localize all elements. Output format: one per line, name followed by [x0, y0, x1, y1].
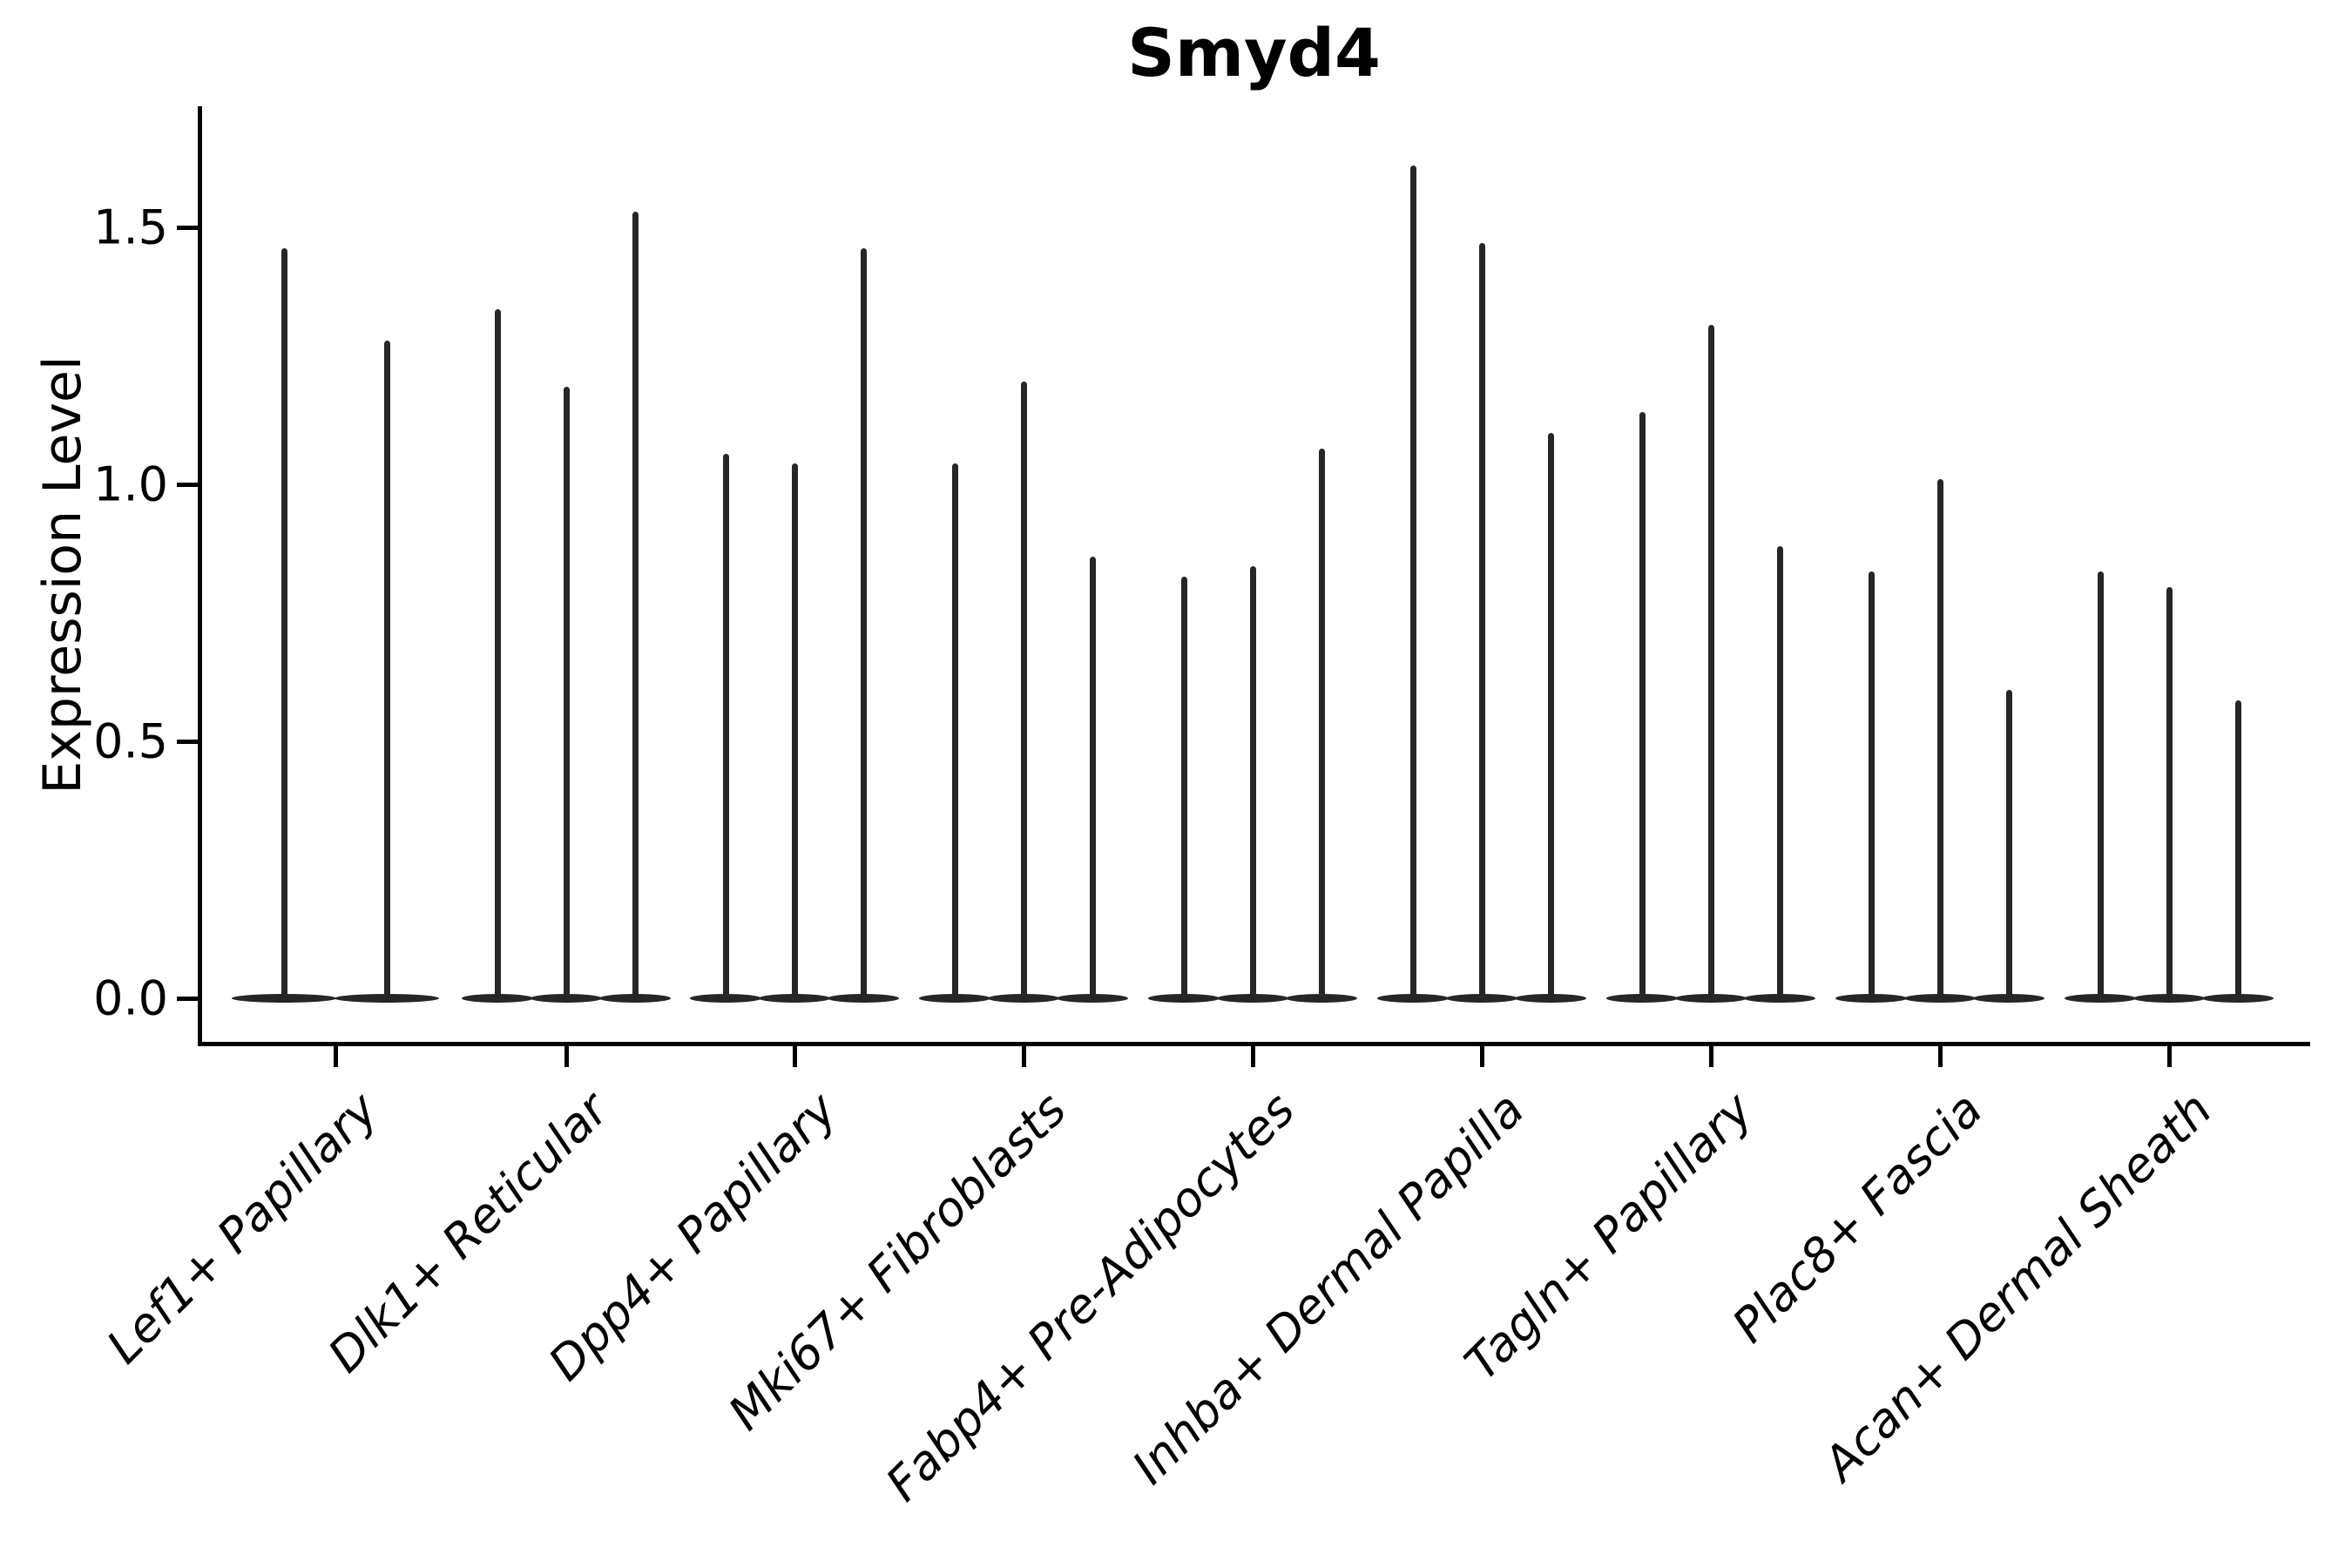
- violin-base: [1515, 994, 1586, 1003]
- violin-base: [1377, 994, 1449, 1003]
- violin-spike: [951, 463, 958, 998]
- violin-base: [1606, 994, 1678, 1003]
- violin-base: [599, 994, 671, 1003]
- violin-spike: [563, 386, 570, 998]
- violin-base: [531, 994, 602, 1003]
- violin-base: [828, 994, 899, 1003]
- violin-spike: [2234, 700, 2241, 998]
- y-tick: [177, 483, 198, 487]
- violin-base: [919, 994, 990, 1003]
- violin-spike: [1639, 412, 1646, 998]
- violin-spike: [1089, 556, 1096, 998]
- violin-spike: [860, 247, 867, 998]
- x-tick: [1480, 1046, 1484, 1067]
- violin-spike: [1936, 479, 1943, 998]
- y-tick: [177, 997, 198, 1001]
- violin-base: [690, 994, 761, 1003]
- x-tick: [564, 1046, 569, 1067]
- violin-base: [335, 994, 439, 1003]
- violin-base: [1835, 994, 1907, 1003]
- violin-spike: [2097, 571, 2104, 998]
- violin-spike: [1180, 577, 1187, 998]
- violin-base: [1675, 994, 1747, 1003]
- violin-spike: [1020, 382, 1027, 998]
- violin-base: [1446, 994, 1517, 1003]
- violin-base: [1744, 994, 1815, 1003]
- violin-base: [1217, 994, 1288, 1003]
- y-tick: [177, 226, 198, 230]
- violin-base: [1973, 994, 2044, 1003]
- violin-spike: [1707, 325, 1714, 998]
- violin-spike: [1409, 166, 1416, 998]
- violin-spike: [2166, 587, 2173, 998]
- violin-spike: [2005, 690, 2012, 998]
- violin-base: [1286, 994, 1357, 1003]
- violin-base: [2133, 994, 2205, 1003]
- violin-spike: [722, 453, 729, 998]
- y-tick-label: 0.5: [93, 713, 168, 769]
- violin-base: [462, 994, 533, 1003]
- violin-base: [759, 994, 830, 1003]
- violin-base: [232, 994, 336, 1003]
- x-tick-label: Inhba+ Dermal Papilla: [1121, 1082, 1535, 1495]
- x-axis-spine: [198, 1042, 2310, 1046]
- violin-spike: [280, 247, 287, 998]
- x-tick: [334, 1046, 338, 1067]
- violin-spike: [1249, 566, 1256, 998]
- x-tick: [1022, 1046, 1026, 1067]
- violin-spike: [1776, 545, 1783, 998]
- violin-spike: [1868, 571, 1875, 998]
- violin-spike: [383, 340, 390, 998]
- y-tick: [177, 740, 198, 744]
- x-tick: [1938, 1046, 1943, 1067]
- violin-spike: [1318, 448, 1325, 998]
- y-tick-label: 1.0: [93, 456, 168, 512]
- violin-spike: [1478, 242, 1485, 998]
- x-tick-label: Acan+ Dermal Sheath: [1812, 1082, 2222, 1491]
- violin-spike: [632, 212, 639, 998]
- violin-base: [2202, 994, 2274, 1003]
- y-tick-label: 0.0: [93, 970, 168, 1026]
- y-axis-spine: [198, 106, 202, 1046]
- x-tick: [793, 1046, 797, 1067]
- violin-base: [1904, 994, 1976, 1003]
- violin-spike: [494, 309, 501, 998]
- violin-base: [988, 994, 1059, 1003]
- y-tick-label: 1.5: [93, 199, 168, 255]
- x-tick-label: Fabp4+ Pre-Adipocytes: [875, 1082, 1306, 1512]
- violin-spike: [1547, 433, 1554, 998]
- x-tick: [2167, 1046, 2172, 1067]
- violin-base: [2065, 994, 2136, 1003]
- violin-spike: [791, 463, 798, 998]
- plot-title: Smyd4: [1127, 14, 1381, 91]
- violin-base: [1148, 994, 1220, 1003]
- violin-base: [1057, 994, 1128, 1003]
- x-tick: [1251, 1046, 1255, 1067]
- x-tick: [1709, 1046, 1713, 1067]
